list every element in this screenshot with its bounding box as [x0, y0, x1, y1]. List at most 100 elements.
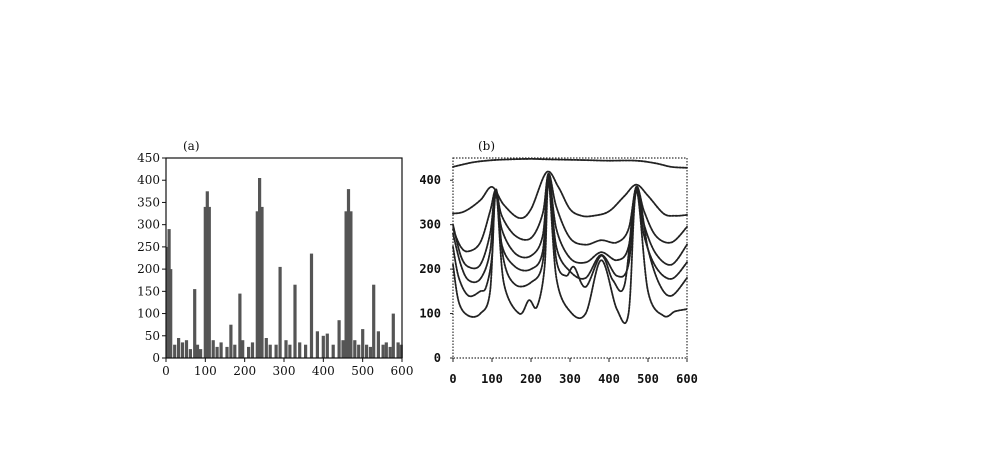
bar-a-23 [250, 342, 255, 358]
panel-a-y-ticks: 0 50 100 150 200 250 300 350 400 450 [137, 151, 166, 365]
bar-a-28 [268, 344, 272, 358]
bar-a-8 [193, 289, 197, 358]
tick-label-a-y-1: 50 [145, 329, 160, 343]
bar-a-45 [349, 211, 353, 358]
tick-label-a-y-6: 300 [137, 218, 160, 232]
bar-a-10 [199, 349, 203, 358]
panel-b-y-ticks: 0 100 200 300 400 [419, 173, 453, 365]
bar-a-56 [391, 313, 395, 358]
panel-b-frame [452, 157, 688, 359]
bar-a-50 [368, 346, 373, 358]
bar-a-48 [361, 329, 365, 358]
bar-a-2 [169, 269, 173, 358]
panel-a-x-ticks: 0 100 200 300 400 500 600 [162, 358, 413, 378]
panel-a: (a) 0 100 200 300 400 500 600 0 50 100 150 200 250 3… [137, 139, 413, 378]
bar-a-29 [274, 344, 278, 358]
bar-a-34 [298, 342, 302, 358]
bar-a-16 [219, 342, 223, 358]
tick-label-b-x-5: 500 [637, 372, 659, 386]
bar-a-57 [396, 342, 400, 358]
bar-a-0 [165, 246, 169, 358]
bar-a-15 [215, 346, 219, 358]
bar-a-46 [353, 340, 357, 358]
tick-label-a-x-3: 300 [273, 364, 296, 378]
tick-label-a-y-9: 450 [137, 151, 160, 165]
tick-label-a-y-2: 100 [137, 307, 160, 321]
panel-a-frame [165, 157, 403, 359]
series-line-b-0 [452, 157, 688, 169]
bar-a-13 [207, 206, 211, 358]
bar-a-42 [341, 340, 345, 358]
bar-a-7 [188, 349, 192, 358]
bar-a-20 [238, 293, 242, 358]
bar-a-17 [225, 346, 229, 358]
bar-a-5 [180, 342, 185, 358]
panel-label-b: (b) [478, 139, 495, 153]
bar-a-32 [288, 344, 292, 358]
panel-label-a: (a) [183, 139, 200, 153]
bar-a-6 [184, 340, 189, 358]
tick-label-a-y-8: 400 [137, 173, 160, 187]
panel-b: (b) 0 100 200 300 400 500 600 0 100 200 300 400 [419, 139, 698, 386]
bar-a-47 [357, 344, 361, 358]
bar-a-40 [331, 344, 335, 358]
tick-label-b-y-1: 100 [419, 307, 441, 321]
tick-label-a-x-6: 600 [391, 364, 414, 378]
bar-a-21 [241, 340, 245, 358]
tick-label-a-y-0: 0 [152, 351, 160, 365]
bar-a-18 [229, 324, 233, 358]
tick-label-a-x-0: 0 [162, 364, 170, 378]
tick-label-b-y-0: 0 [434, 351, 441, 365]
tick-label-a-x-4: 400 [312, 364, 335, 378]
panel-b-lines [452, 157, 688, 325]
tick-label-a-y-5: 250 [137, 240, 160, 254]
tick-label-b-x-0: 0 [449, 372, 456, 386]
bar-a-25 [258, 178, 262, 358]
bar-a-24 [255, 211, 259, 358]
bar-a-26 [260, 206, 264, 358]
bar-a-30 [278, 266, 282, 358]
bar-a-11 [203, 206, 207, 358]
bar-a-39 [325, 333, 329, 358]
bar-a-44 [346, 189, 351, 358]
tick-label-b-y-3: 300 [419, 218, 441, 232]
tick-label-b-x-1: 100 [481, 372, 503, 386]
bar-a-38 [321, 335, 325, 358]
tick-label-a-y-4: 200 [137, 262, 160, 276]
panel-a-bars [165, 178, 403, 358]
tick-label-b-y-4: 400 [419, 173, 441, 187]
tick-label-a-y-3: 150 [137, 284, 160, 298]
bar-a-53 [381, 344, 385, 358]
tick-label-a-y-7: 350 [137, 195, 160, 209]
bar-a-27 [264, 338, 268, 358]
bar-a-55 [388, 346, 392, 358]
bar-a-51 [372, 284, 376, 358]
tick-label-b-x-2: 200 [520, 372, 542, 386]
bar-a-37 [315, 331, 319, 358]
bar-a-36 [309, 253, 314, 358]
tick-label-b-x-4: 400 [598, 372, 620, 386]
bar-a-22 [247, 346, 251, 358]
tick-label-a-x-1: 100 [194, 364, 217, 378]
series-line-b-1 [452, 170, 688, 220]
bar-a-52 [376, 331, 380, 358]
bar-a-19 [233, 344, 237, 358]
bar-a-41 [337, 320, 341, 358]
bar-a-49 [365, 344, 369, 358]
bar-a-31 [284, 340, 288, 358]
tick-label-a-x-5: 500 [351, 364, 374, 378]
bar-a-12 [205, 191, 209, 358]
tick-label-b-y-2: 200 [419, 262, 441, 276]
panel-b-x-ticks: 0 100 200 300 400 500 600 [449, 358, 698, 386]
bar-a-54 [384, 342, 388, 358]
bar-a-35 [304, 344, 308, 358]
series-line-b-6 [452, 181, 688, 325]
bar-a-14 [211, 340, 215, 358]
tick-label-b-x-6: 600 [676, 372, 698, 386]
bar-a-58 [399, 344, 403, 358]
bar-a-3 [173, 344, 177, 358]
bar-a-33 [293, 284, 297, 358]
tick-label-b-x-3: 300 [559, 372, 581, 386]
bar-a-4 [177, 338, 181, 358]
